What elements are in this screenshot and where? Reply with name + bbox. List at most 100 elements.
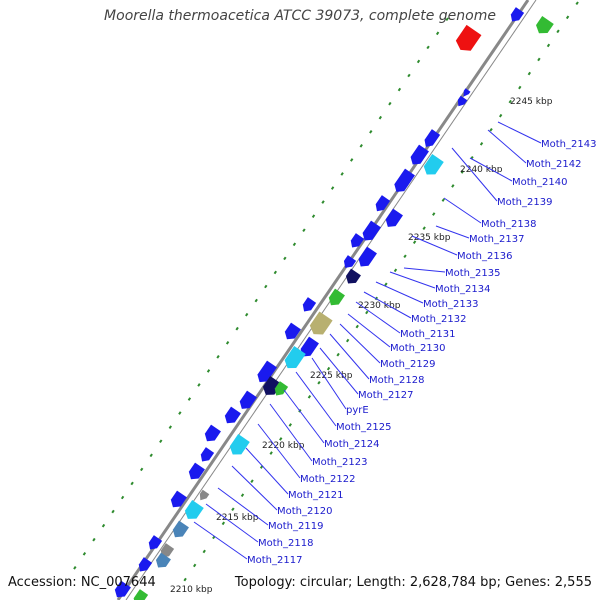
- gene-arrow-17-shape: [300, 336, 319, 357]
- gene-arrow-10: [358, 246, 377, 267]
- gc-tick-outer: [435, 31, 440, 36]
- gene-arrow-9-shape: [350, 233, 365, 248]
- gc-tick-inner: [326, 366, 331, 371]
- gc-tick-outer: [216, 355, 220, 359]
- gc-tick-inner: [432, 212, 436, 216]
- gene-arrow-3-shape: [410, 144, 429, 165]
- gc-tick-inner: [565, 15, 570, 20]
- gc-tick-outer: [340, 172, 344, 176]
- gc-tick-inner: [422, 226, 426, 230]
- gene-label: Moth_2139: [497, 197, 552, 208]
- gc-tick-outer: [359, 144, 363, 148]
- gc-tick-outer: [254, 298, 258, 303]
- gene-arrow-2: [424, 129, 441, 147]
- gc-tick-outer: [369, 129, 373, 134]
- gene-arrow-27-shape: [188, 462, 205, 480]
- gene-label: Moth_2130: [390, 343, 445, 354]
- gc-tick-outer: [235, 326, 239, 331]
- rna-feature-shape: [455, 24, 482, 51]
- scale-label: 2235 kbp: [408, 233, 451, 243]
- scale-label: 2210 kbp: [170, 585, 213, 595]
- gene-arrow-4: [423, 154, 444, 175]
- gene-arrow-36: [114, 580, 131, 598]
- gc-tick-outer: [397, 87, 402, 92]
- gc-tick-inner: [537, 57, 541, 62]
- gene-arrow-1: [536, 16, 554, 34]
- gene-arrow-25-shape: [204, 424, 221, 442]
- gene-arrow-26-shape: [200, 447, 215, 462]
- gene-arrow-37: [133, 589, 149, 600]
- gc-tick-outer: [168, 425, 172, 429]
- gc-tick-outer: [245, 312, 249, 317]
- gc-tick-inner: [336, 352, 340, 357]
- gene-arrow-2-shape: [424, 129, 441, 147]
- gene-leader-line: [269, 403, 313, 462]
- gene-arrow-25: [204, 424, 221, 442]
- gene-arrow-10-shape: [358, 246, 377, 267]
- gc-tick-outer: [111, 509, 115, 514]
- gene-arrow-21: [274, 381, 289, 396]
- gene-label: Moth_2123: [312, 457, 367, 468]
- gc-tick-outer: [407, 73, 411, 78]
- gc-tick-outer: [264, 284, 268, 289]
- gene-arrow-5-shape: [394, 168, 415, 192]
- scale-label: 2225 kbp: [310, 371, 353, 381]
- gene-arrow-11: [343, 255, 357, 268]
- gc-tick-inner: [288, 423, 292, 427]
- scale-label: 2220 kbp: [262, 441, 305, 451]
- genome-summary-text: Topology: circular; Length: 2,628,784 bp…: [234, 575, 592, 590]
- gene-arrow-22-shape: [239, 390, 257, 409]
- gene-leader-line: [319, 347, 359, 395]
- gene-label: Moth_2131: [400, 329, 455, 340]
- gene-arrow-12: [345, 268, 361, 284]
- gene-label: Moth_2117: [247, 555, 302, 566]
- gene-arrow-4-shape: [423, 154, 444, 175]
- scale-label: 2245 kbp: [510, 97, 553, 107]
- gene-label: Moth_2121: [288, 490, 343, 501]
- gc-tick-outer: [159, 439, 163, 444]
- gene-leader-line: [193, 521, 248, 560]
- gene-arrow-19-shape: [257, 360, 277, 383]
- gene-label: Moth_2129: [380, 359, 435, 370]
- rna-feature: [455, 24, 482, 51]
- gene-arrow-35: [138, 557, 153, 572]
- gene-arrow-17: [300, 336, 319, 357]
- gc-tick-inner: [489, 127, 493, 132]
- gc-tick-inner: [518, 85, 522, 90]
- gene-arrow-24-shape: [229, 434, 250, 455]
- gene-label: Moth_2122: [300, 474, 355, 485]
- gene-label: Moth_2125: [336, 422, 391, 433]
- gene-leader-line: [231, 465, 278, 511]
- gene-leader-line: [443, 197, 482, 224]
- gene-label: Moth_2133: [423, 299, 478, 310]
- gc-tick-inner: [317, 380, 321, 385]
- gene-leader-line: [339, 323, 381, 364]
- gc-tick-inner: [412, 240, 417, 244]
- gc-tick-outer: [197, 383, 201, 387]
- gc-tick-outer: [206, 369, 211, 373]
- gene-arrow-27: [188, 462, 205, 480]
- gene-arrow-23: [224, 406, 241, 424]
- gene-arrow-35-shape: [138, 557, 153, 572]
- gene-arrow-32: [148, 535, 163, 550]
- gc-tick-inner: [202, 549, 206, 554]
- gc-tick-outer: [120, 495, 125, 500]
- gene-arrow-16: [284, 322, 301, 340]
- gc-tick-outer: [311, 214, 316, 218]
- gene-arrow-37-shape: [133, 589, 149, 600]
- gene-arrow-6: [375, 195, 391, 212]
- gene-arrow-24: [229, 434, 250, 455]
- gc-tick-inner: [441, 198, 445, 202]
- gene-leader-line: [245, 447, 289, 495]
- scale-label: 2230 kbp: [358, 301, 401, 311]
- gene-arrow-15-shape: [309, 311, 333, 335]
- gene-arrow-15: [309, 311, 333, 335]
- gene-arrow-29: [184, 500, 204, 519]
- gene-label: Moth_2124: [324, 439, 379, 450]
- gene-leader-line: [389, 271, 436, 289]
- gene-arrow-6-shape: [375, 195, 391, 212]
- gene-leader-line: [403, 267, 446, 273]
- gene-leader-line: [363, 291, 412, 319]
- gene-leader-line: [469, 157, 513, 182]
